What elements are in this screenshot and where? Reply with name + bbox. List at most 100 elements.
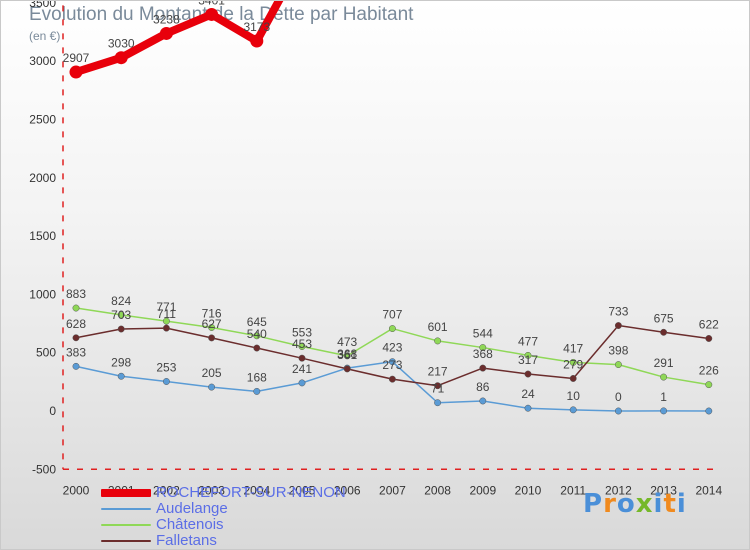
x-tick-label: 2002: [153, 483, 180, 497]
data-label: 883: [66, 287, 86, 301]
data-label: 298: [111, 355, 131, 369]
x-tick-label: 2010: [515, 483, 542, 497]
data-point: [114, 51, 128, 65]
data-label: 71: [431, 382, 445, 396]
data-label: 317: [518, 353, 538, 367]
y-tick-label: 3500: [29, 1, 56, 10]
data-label: 10: [567, 389, 581, 403]
data-point: [705, 335, 713, 342]
data-point: [479, 397, 487, 405]
data-label: 675: [654, 311, 674, 325]
y-tick-label: -500: [32, 462, 56, 476]
legend-swatch: [101, 489, 151, 497]
data-label: 0: [615, 390, 622, 404]
data-point: [660, 407, 668, 415]
data-label: 453: [292, 337, 312, 351]
x-tick-label: 2007: [379, 483, 406, 497]
data-point: [524, 404, 532, 412]
data-label: 368: [473, 347, 493, 361]
data-label: 703: [111, 308, 131, 322]
x-tick-label: 2008: [424, 483, 451, 497]
data-point: [479, 344, 487, 352]
data-point: [569, 406, 577, 414]
data-point: [69, 65, 83, 79]
data-point: [162, 378, 170, 385]
data-point: [298, 379, 306, 387]
legend-swatch: [101, 540, 151, 542]
data-point: [253, 387, 261, 395]
data-point: [660, 373, 668, 381]
data-point: [614, 322, 622, 329]
x-tick-label: 2013: [650, 483, 677, 497]
data-label: 423: [382, 341, 402, 355]
y-tick-label: 1000: [29, 287, 56, 301]
data-point: [117, 325, 125, 333]
data-point: [253, 344, 261, 352]
data-label: 716: [202, 307, 222, 321]
data-label: 1: [660, 390, 667, 404]
data-label: 627: [202, 317, 222, 331]
data-label: 417: [563, 341, 583, 355]
data-label: 361: [337, 348, 357, 362]
data-label: 628: [66, 317, 86, 331]
x-tick-label: 2005: [289, 483, 316, 497]
data-point: [162, 317, 170, 325]
data-point: [208, 383, 216, 391]
x-tick-label: 2011: [560, 483, 586, 497]
data-label: 473: [337, 335, 357, 349]
data-point: [72, 304, 80, 312]
data-label: 24: [521, 387, 535, 401]
data-label: 733: [608, 305, 628, 319]
data-point: [208, 334, 216, 342]
legend-label: Châtenois: [156, 516, 224, 533]
data-label: 168: [247, 370, 267, 384]
data-point: [72, 334, 80, 342]
data-point: [705, 407, 713, 415]
data-label: 645: [247, 315, 267, 329]
data-label: 3030: [108, 37, 135, 51]
series-line: [72, 1, 284, 77]
x-tick-label: 2004: [243, 483, 270, 497]
data-point: [298, 354, 306, 362]
data-label: 553: [292, 326, 312, 340]
data-point: [343, 352, 351, 360]
data-label: 398: [608, 344, 628, 358]
data-point: [388, 358, 396, 366]
data-point: [614, 407, 622, 415]
data-point: [72, 362, 80, 370]
data-point: [569, 358, 577, 366]
data-label: 622: [699, 317, 719, 331]
data-point: [208, 324, 216, 331]
data-point: [298, 343, 306, 350]
x-tick-label: 2012: [605, 483, 632, 497]
y-tick-label: 2000: [29, 171, 56, 185]
x-tick-label: 2006: [334, 483, 361, 497]
data-label: 86: [476, 380, 490, 394]
y-tick-label: 0: [49, 404, 56, 418]
data-point: [162, 324, 170, 332]
data-label: 279: [563, 357, 583, 371]
data-point: [614, 361, 622, 369]
data-point: [434, 337, 442, 345]
data-label: 824: [111, 294, 131, 308]
x-tick-label: 2000: [63, 483, 90, 497]
data-label: 368: [337, 347, 357, 361]
data-point: [524, 370, 532, 378]
x-tick-label: 2009: [469, 483, 496, 497]
data-label: 217: [428, 365, 448, 379]
data-label: 383: [66, 345, 86, 359]
data-label: 3173: [243, 20, 270, 34]
data-label: 253: [156, 361, 176, 375]
legend-swatch: [101, 508, 151, 510]
data-point: [159, 26, 173, 40]
data-point: [250, 34, 264, 48]
chart-unit-label: (en €): [29, 29, 61, 43]
data-label: 711: [157, 307, 176, 321]
data-label: 3401: [198, 1, 225, 7]
data-label: 241: [292, 362, 312, 376]
data-label: 540: [247, 327, 267, 341]
data-point: [205, 7, 219, 21]
data-label: 707: [382, 308, 402, 322]
